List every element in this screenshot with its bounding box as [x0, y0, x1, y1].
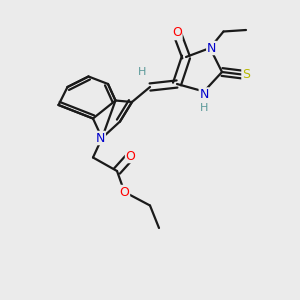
Text: N: N [207, 41, 216, 55]
Text: O: O [126, 149, 135, 163]
Text: H: H [200, 103, 208, 113]
Text: N: N [199, 88, 209, 101]
Text: N: N [96, 131, 105, 145]
Text: O: O [172, 26, 182, 40]
Text: H: H [138, 67, 147, 77]
Text: O: O [120, 185, 129, 199]
Text: S: S [242, 68, 250, 82]
